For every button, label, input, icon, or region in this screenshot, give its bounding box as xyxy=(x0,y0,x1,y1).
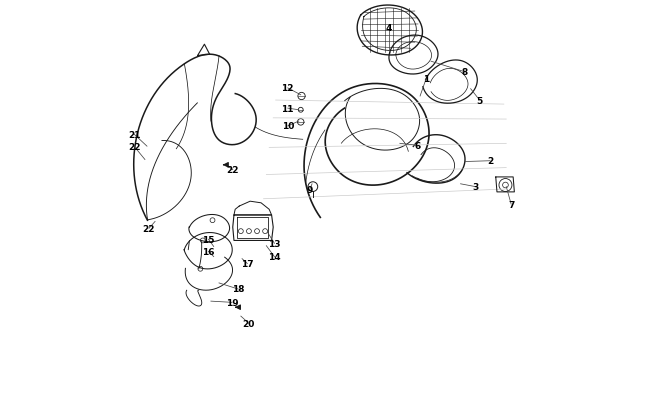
Text: 19: 19 xyxy=(226,298,239,307)
Text: 1: 1 xyxy=(423,75,429,84)
Text: 14: 14 xyxy=(268,252,281,262)
Text: 18: 18 xyxy=(232,285,244,294)
Text: 3: 3 xyxy=(473,183,478,192)
Text: 6: 6 xyxy=(415,141,421,151)
Text: 2: 2 xyxy=(487,157,493,166)
Text: 22: 22 xyxy=(226,166,239,175)
Text: 10: 10 xyxy=(281,122,294,131)
Text: 15: 15 xyxy=(202,235,215,244)
Text: 22: 22 xyxy=(128,142,140,151)
Text: 7: 7 xyxy=(508,200,514,209)
Text: 20: 20 xyxy=(242,319,255,328)
Text: 9: 9 xyxy=(306,186,313,195)
Text: 13: 13 xyxy=(268,239,281,248)
Text: 12: 12 xyxy=(281,84,294,93)
Text: 8: 8 xyxy=(462,68,468,77)
Text: 17: 17 xyxy=(241,259,254,269)
Text: 16: 16 xyxy=(202,247,215,256)
Text: 22: 22 xyxy=(143,224,155,233)
Text: 11: 11 xyxy=(281,104,294,113)
Text: 4: 4 xyxy=(385,23,392,33)
Text: 5: 5 xyxy=(476,96,483,105)
Text: 21: 21 xyxy=(128,130,140,139)
